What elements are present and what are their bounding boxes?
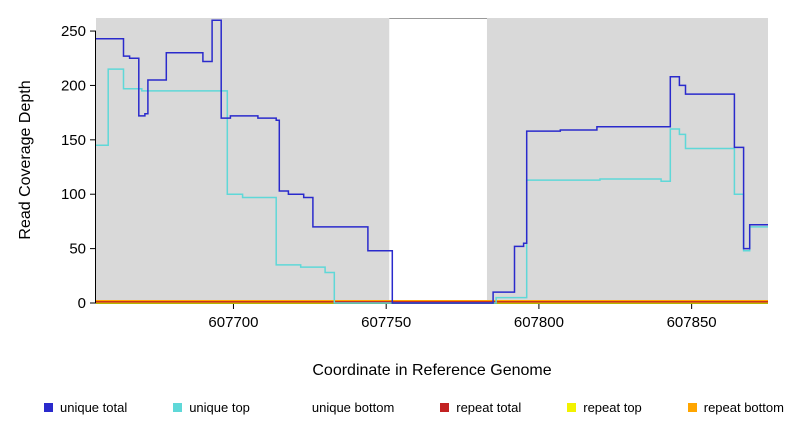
y-tick-label: 250: [61, 23, 86, 40]
x-axis-title: Coordinate in Reference Genome: [312, 362, 552, 379]
legend-swatch-repeat-bottom: [687, 403, 697, 412]
y-tick-label: 100: [61, 186, 86, 203]
y-tick-label: 200: [61, 77, 86, 94]
legend-item-unique-top: unique top: [173, 400, 250, 415]
legend-item-unique-bottom: unique bottom: [296, 400, 394, 415]
legend-label: unique top: [189, 400, 250, 415]
series-unique-total: [96, 19, 768, 304]
plot-area: 607700 607750 607800 607850 0 50 100 150 200 250: [61, 18, 768, 331]
legend-item-repeat-bottom: repeat bottom: [687, 400, 784, 415]
y-tick-label: 150: [61, 132, 86, 149]
x-tick-label: 607750: [361, 314, 411, 331]
legend-swatch-unique-total: [44, 403, 53, 412]
x-tick-label: 607800: [514, 314, 564, 331]
y-tick-label: 0: [78, 295, 86, 312]
legend-label: unique bottom: [311, 400, 395, 415]
legend-swatch-unique-top: [173, 403, 183, 412]
x-tick-label: 607700: [208, 314, 258, 331]
x-tick-label: 607850: [667, 314, 717, 331]
legend-label: repeat top: [583, 400, 642, 415]
legend-label: repeat total: [456, 400, 522, 415]
legend-item-unique-total: unique total: [44, 400, 127, 415]
legend-item-repeat-total: repeat total: [440, 400, 521, 415]
series-unique-top: [96, 68, 768, 304]
legend-label: unique total: [60, 400, 128, 415]
legend-swatch-unique-bottom: [296, 403, 305, 412]
legend-swatch-repeat-top: [567, 403, 577, 412]
legend: unique total unique top unique bottom repea…: [44, 400, 784, 415]
legend-swatch-repeat-total: [440, 403, 450, 412]
plot-panel-left: [96, 18, 390, 303]
y-axis-title: Read Coverage Depth: [17, 80, 34, 240]
plot-panel-right: [486, 18, 768, 303]
legend-label: repeat bottom: [703, 400, 784, 415]
y-tick-label: 50: [69, 241, 86, 258]
legend-item-repeat-top: repeat top: [567, 400, 642, 415]
